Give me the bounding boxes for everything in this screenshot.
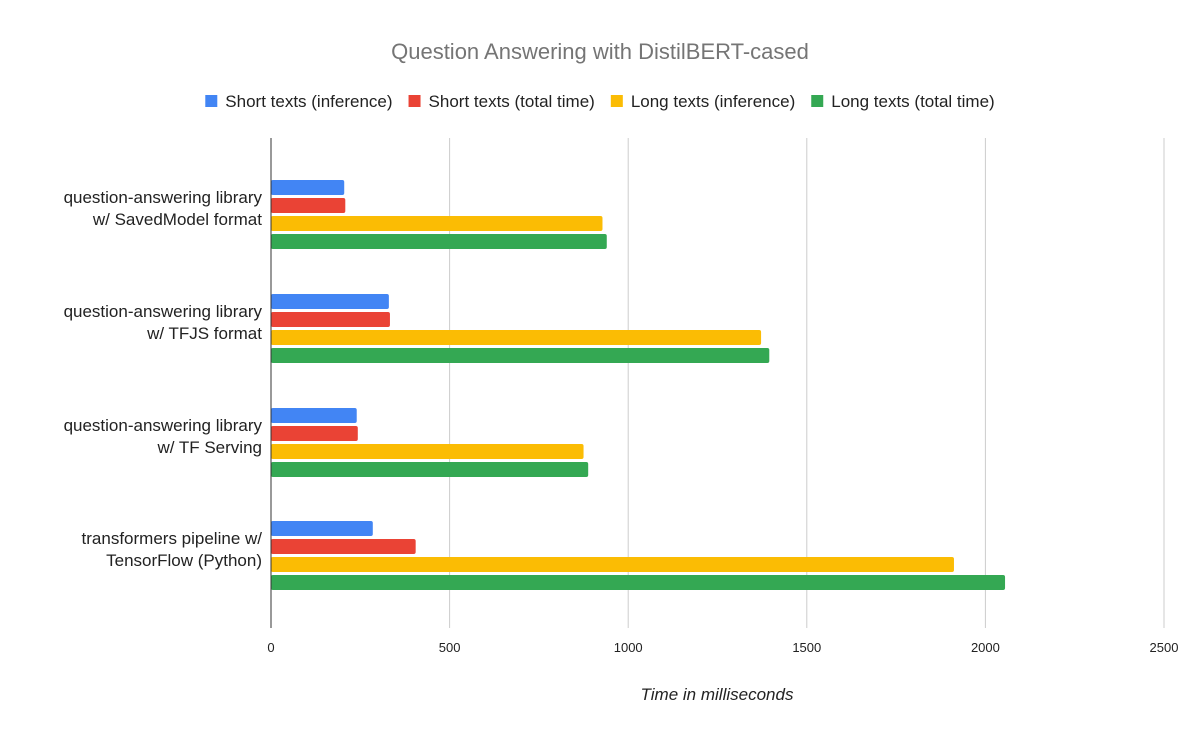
x-tick-label: 2000: [971, 640, 1000, 655]
y-category-label-line: question-answering library: [64, 302, 263, 321]
x-tick-label: 500: [439, 640, 461, 655]
x-tick-label: 0: [267, 640, 274, 655]
gridlines: [449, 138, 1165, 628]
legend-swatch: [205, 95, 218, 107]
y-category-label-line: TensorFlow (Python): [106, 551, 262, 570]
y-category-label-line: w/ SavedModel format: [92, 210, 262, 229]
legend-label: Long texts (total time): [831, 92, 994, 111]
legend-item: Short texts (inference): [205, 92, 393, 111]
y-category-label: question-answering library w/ TF Serving: [64, 416, 263, 457]
bar: [271, 234, 607, 249]
bar: [271, 216, 603, 231]
y-category-label: transformers pipeline w/TensorFlow (Pyth…: [82, 529, 263, 570]
legend-swatch: [408, 95, 421, 107]
y-category-label-line: w/ TF Serving: [156, 438, 262, 457]
legend-label: Long texts (inference): [631, 92, 795, 111]
bar: [271, 557, 954, 572]
chart-title: Question Answering with DistilBERT-cased: [391, 39, 809, 64]
bar: [271, 575, 1006, 590]
legend-item: Long texts (inference): [610, 92, 795, 111]
y-category-labels: question-answering library w/ SavedModel …: [64, 188, 263, 570]
bar: [271, 426, 358, 441]
bars: [271, 180, 1006, 590]
y-category-label-line: question-answering library: [64, 416, 263, 435]
x-axis-title: Time in milliseconds: [641, 685, 794, 704]
y-category-label-line: question-answering library: [64, 188, 263, 207]
legend-item: Short texts (total time): [408, 92, 595, 111]
y-category-label-line: w/ TFJS format: [146, 324, 262, 343]
legend-swatch: [610, 95, 623, 107]
bar: [271, 462, 589, 477]
bar: [271, 348, 770, 363]
x-tick-label: 2500: [1150, 640, 1179, 655]
bar: [271, 198, 346, 213]
bar: [271, 521, 373, 536]
bar: [271, 180, 345, 195]
x-tick-label: 1500: [792, 640, 821, 655]
y-category-label: question-answering library w/ TFJS format: [64, 302, 263, 343]
bar: [271, 294, 389, 309]
y-category-label-line: transformers pipeline w/: [82, 529, 263, 548]
legend-label: Short texts (inference): [225, 92, 392, 111]
bar: [271, 444, 584, 459]
legend-label: Short texts (total time): [429, 92, 595, 111]
bar: [271, 330, 762, 345]
legend: Short texts (inference) Short texts (tota…: [205, 92, 995, 111]
bar: [271, 539, 416, 554]
bar: [271, 408, 357, 423]
legend-swatch: [811, 95, 824, 107]
y-category-label: question-answering library w/ SavedModel …: [64, 188, 263, 229]
x-tick-label: 1000: [614, 640, 643, 655]
bar: [271, 312, 390, 327]
legend-item: Long texts (total time): [811, 92, 995, 111]
x-tick-labels: 0 500 1000 1500 2000 2500: [267, 640, 1178, 655]
